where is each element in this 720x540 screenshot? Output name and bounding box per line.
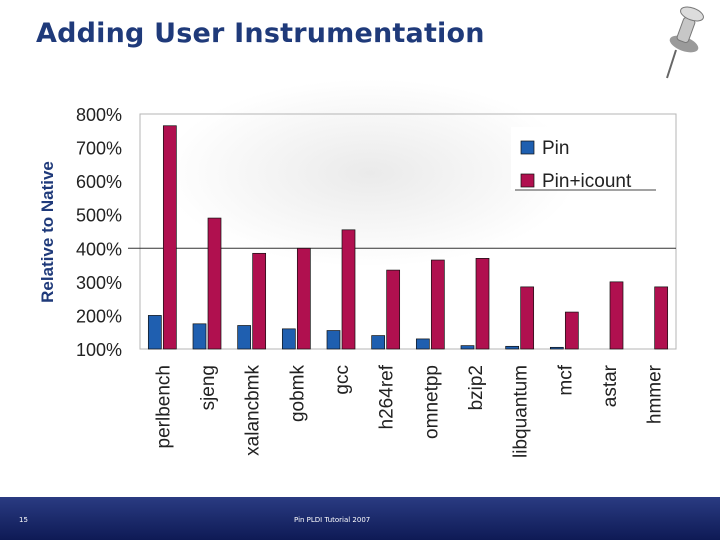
legend-box bbox=[511, 127, 656, 190]
x-tick-label: hmmer bbox=[645, 364, 666, 424]
bar-pin-icount bbox=[207, 217, 222, 350]
bar-pin-icount bbox=[341, 229, 356, 350]
bar-pin-icount bbox=[564, 311, 579, 350]
x-tick-label: perlbench bbox=[153, 365, 174, 448]
legend-swatch-pin bbox=[520, 140, 535, 155]
plot-frame bbox=[139, 113, 677, 350]
y-tick-label: 300% bbox=[76, 273, 122, 293]
pushpin-icon bbox=[662, 4, 708, 84]
slide-title: Adding User Instrumentation bbox=[36, 18, 485, 49]
bar-pin bbox=[549, 346, 564, 350]
bar-pin bbox=[415, 338, 430, 350]
legend-swatch-pin-icount bbox=[520, 173, 535, 188]
footer-text: Pin PLDI Tutorial 2007 bbox=[294, 516, 371, 524]
y-tick-label: 700% bbox=[76, 139, 122, 159]
x-tick-label: libquantum bbox=[511, 365, 532, 458]
y-tick-label: 100% bbox=[76, 340, 122, 360]
x-tick-label: gcc bbox=[332, 365, 353, 395]
bar-pin-icount bbox=[609, 281, 624, 350]
footer-bar bbox=[0, 497, 720, 540]
bar-pin-icount bbox=[430, 259, 445, 350]
legend-label: Pin bbox=[542, 138, 569, 159]
legend-label: Pin+icount bbox=[542, 171, 632, 192]
bar-pin bbox=[281, 328, 296, 350]
x-tick-label: astar bbox=[600, 364, 621, 407]
x-tick-label: bzip2 bbox=[466, 365, 487, 410]
background-swirl-decoration bbox=[160, 78, 580, 268]
bar-pin-icount bbox=[475, 258, 490, 350]
x-tick-label: h264ref bbox=[377, 364, 398, 429]
bar-pin-icount bbox=[296, 247, 311, 350]
y-tick-label: 400% bbox=[76, 239, 122, 259]
bar-pin bbox=[505, 345, 520, 350]
bar-pin bbox=[326, 330, 341, 350]
bar-pin bbox=[147, 315, 162, 350]
x-tick-label: omnetpp bbox=[421, 365, 442, 439]
bar-pin bbox=[192, 323, 207, 350]
x-tick-label: gobmk bbox=[287, 365, 308, 423]
y-axis-title: Relative to Native bbox=[38, 161, 57, 303]
bar-pin-icount bbox=[654, 286, 669, 350]
bar-pin bbox=[460, 345, 475, 350]
x-tick-label: xalancbmk bbox=[243, 365, 264, 456]
y-tick-label: 800% bbox=[76, 105, 122, 125]
x-tick-label: sjeng bbox=[198, 365, 219, 410]
bar-pin-icount bbox=[520, 286, 535, 350]
y-tick-label: 500% bbox=[76, 206, 122, 226]
y-tick-label: 200% bbox=[76, 306, 122, 326]
bar-pin-icount bbox=[252, 252, 267, 350]
x-tick-label: mcf bbox=[555, 364, 576, 395]
bar-pin-icount bbox=[162, 125, 177, 350]
bar-pin bbox=[237, 325, 252, 350]
page-number: 15 bbox=[19, 516, 28, 524]
bar-pin-icount bbox=[386, 269, 401, 350]
bar-pin bbox=[371, 335, 386, 350]
y-tick-label: 600% bbox=[76, 172, 122, 192]
